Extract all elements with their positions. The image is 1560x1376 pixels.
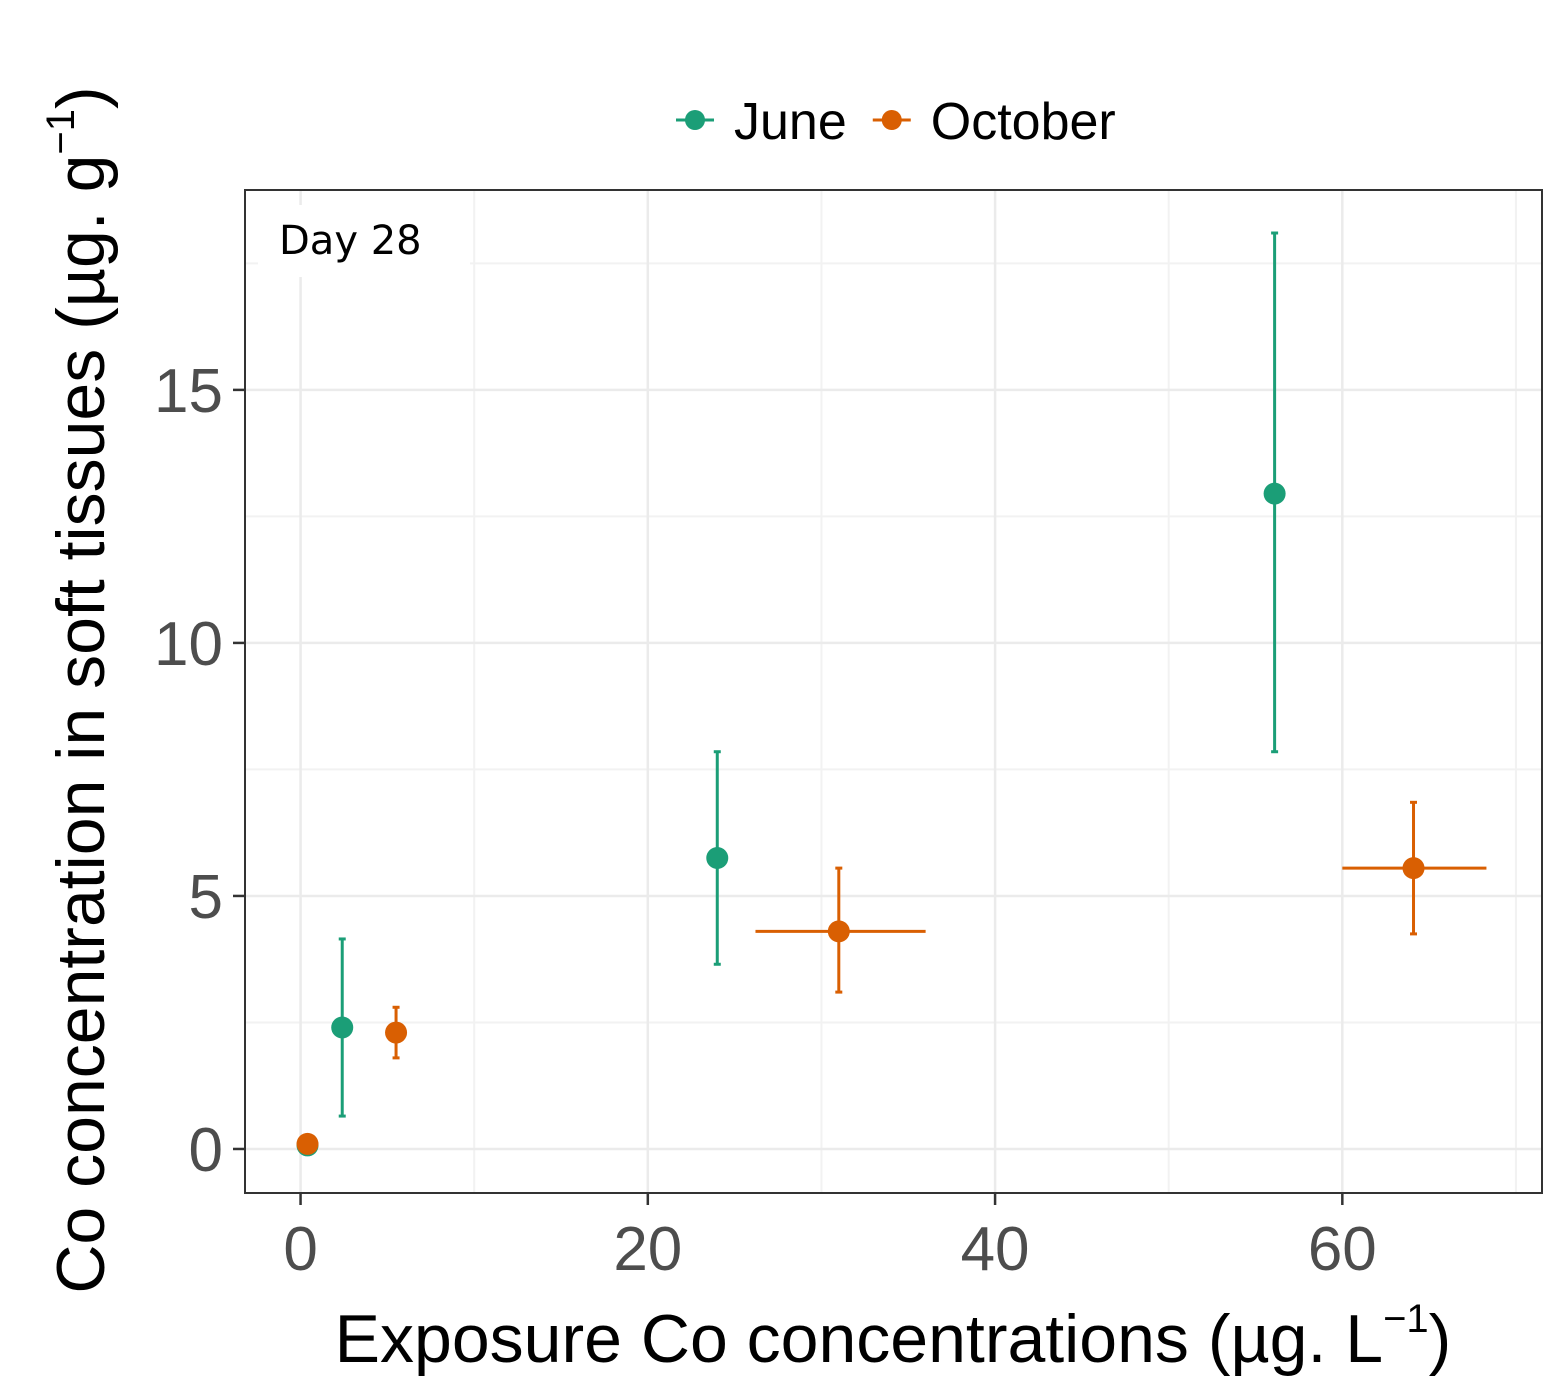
legend-october-label: October: [931, 93, 1116, 151]
x-tick-label: 60: [1308, 1215, 1377, 1284]
grid-minor: [245, 190, 1542, 1193]
legend-june-label: June: [734, 93, 847, 151]
y-axis-title-close: ): [43, 86, 119, 109]
y-tick-label: 0: [189, 1116, 223, 1185]
x-axis: 0 20 40 60: [283, 1193, 1377, 1284]
y-axis-title: Co concentration in soft tissues (µg. g−…: [39, 86, 119, 1293]
y-tick-label: 15: [154, 357, 223, 426]
annotation-text: Day 28: [279, 218, 422, 264]
october-point: [1402, 857, 1425, 880]
y-tick-label: 5: [189, 863, 223, 932]
october-point: [296, 1132, 319, 1155]
legend-june-marker: [685, 110, 705, 130]
panel-border: [244, 189, 1543, 1194]
x-axis-title-sup: −1: [1383, 1297, 1429, 1341]
june-point: [706, 846, 729, 869]
y-axis: 0 5 10 15: [154, 357, 245, 1185]
june-point: [1263, 482, 1286, 505]
legend-october-marker: [881, 110, 902, 130]
y-axis-title-sup: −1: [39, 109, 83, 155]
x-tick-label: 40: [961, 1215, 1030, 1284]
october-point: [827, 920, 850, 943]
x-tick-label: 0: [283, 1215, 317, 1284]
x-axis-title: Exposure Co concentrations (µg. L−1): [335, 1297, 1452, 1376]
y-axis-title-main: Co concentration in soft tissues (µg. g: [43, 155, 119, 1294]
x-axis-title-main: Exposure Co concentrations (µg. L: [335, 1301, 1383, 1376]
x-axis-title-close: ): [1429, 1301, 1452, 1376]
october-point: [385, 1021, 408, 1044]
annotation-background: [258, 205, 470, 277]
chart-marks: [296, 231, 1487, 1157]
legend: June October: [676, 93, 1116, 151]
x-tick-label: 20: [613, 1215, 682, 1284]
grid-major: [245, 190, 1542, 1193]
annotation: Day 28: [258, 205, 470, 277]
june-point: [331, 1016, 354, 1039]
y-tick-label: 10: [154, 610, 223, 679]
